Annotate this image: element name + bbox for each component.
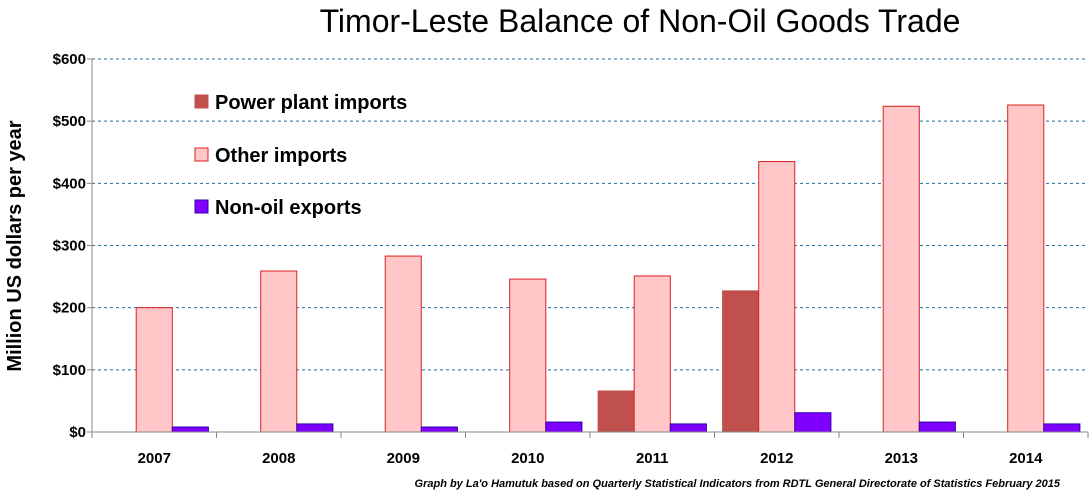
bar-other-imports-2014: [1007, 104, 1045, 433]
x-tick-label: 2014: [1009, 450, 1043, 467]
bar-power-plant-imports-2011: [597, 390, 635, 433]
gridlines: [92, 58, 1088, 371]
legend-label-non-oil-exports: Non-oil exports: [215, 197, 362, 219]
bar-other-imports-2013: [882, 105, 920, 433]
bar-other-imports-2011: [633, 275, 671, 433]
legend-label-other-imports: Other imports: [215, 145, 347, 167]
bar-non-oil-exports-2011: [669, 423, 707, 433]
y-tick-label: $300: [53, 238, 86, 255]
x-axis-ticks: 2007 2008 2009 2010 2011 2012 2013 2014: [91, 432, 1089, 467]
legend-swatch-non-oil-exports: [194, 199, 209, 214]
bar-non-oil-exports-2007: [171, 426, 209, 433]
bar-other-imports-2009: [384, 255, 422, 433]
bar-non-oil-exports-2008: [296, 423, 334, 433]
source-note: Graph by La'o Hamutuk based on Quarterly…: [415, 478, 1061, 490]
bar-non-oil-exports-2013: [918, 421, 956, 433]
y-axis-title: Million US dollars per year: [4, 120, 26, 371]
y-tick-label: $100: [53, 362, 86, 379]
y-tick-label: $0: [69, 424, 86, 441]
legend-swatch-other-imports: [194, 147, 209, 162]
bar-power-plant-imports-2012: [722, 290, 760, 433]
legend: Power plant imports Other imports Non-oil …: [194, 92, 407, 219]
bar-non-oil-exports-2012: [794, 412, 832, 433]
x-tick-label: 2011: [636, 450, 669, 467]
bar-other-imports-2008: [260, 270, 298, 433]
bar-other-imports-2012: [758, 161, 796, 433]
chart-title: Timor-Leste Balance of Non-Oil Goods Tra…: [320, 3, 961, 39]
bar-non-oil-exports-2010: [545, 421, 583, 433]
bar-other-imports-2007: [135, 307, 173, 433]
bar-non-oil-exports-2009: [420, 426, 458, 433]
y-tick-label: $600: [53, 51, 86, 68]
y-axis-ticks: $0 $100 $200 $300 $400 $500 $600: [53, 51, 92, 441]
legend-label-power-plant-imports: Power plant imports: [215, 92, 407, 114]
x-tick-label: 2008: [262, 450, 295, 467]
y-tick-label: $400: [53, 175, 86, 192]
x-tick-label: 2009: [387, 450, 420, 467]
bar-other-imports-2010: [509, 278, 547, 433]
legend-swatch-power-plant-imports: [194, 94, 209, 109]
bars: [135, 104, 1081, 433]
x-tick-label: 2010: [511, 450, 544, 467]
bar-non-oil-exports-2014: [1043, 423, 1081, 433]
x-tick-label: 2013: [885, 450, 918, 467]
x-tick-label: 2012: [760, 450, 793, 467]
y-tick-label: $500: [53, 113, 86, 130]
x-tick-label: 2007: [138, 450, 171, 467]
y-tick-label: $200: [53, 300, 86, 317]
